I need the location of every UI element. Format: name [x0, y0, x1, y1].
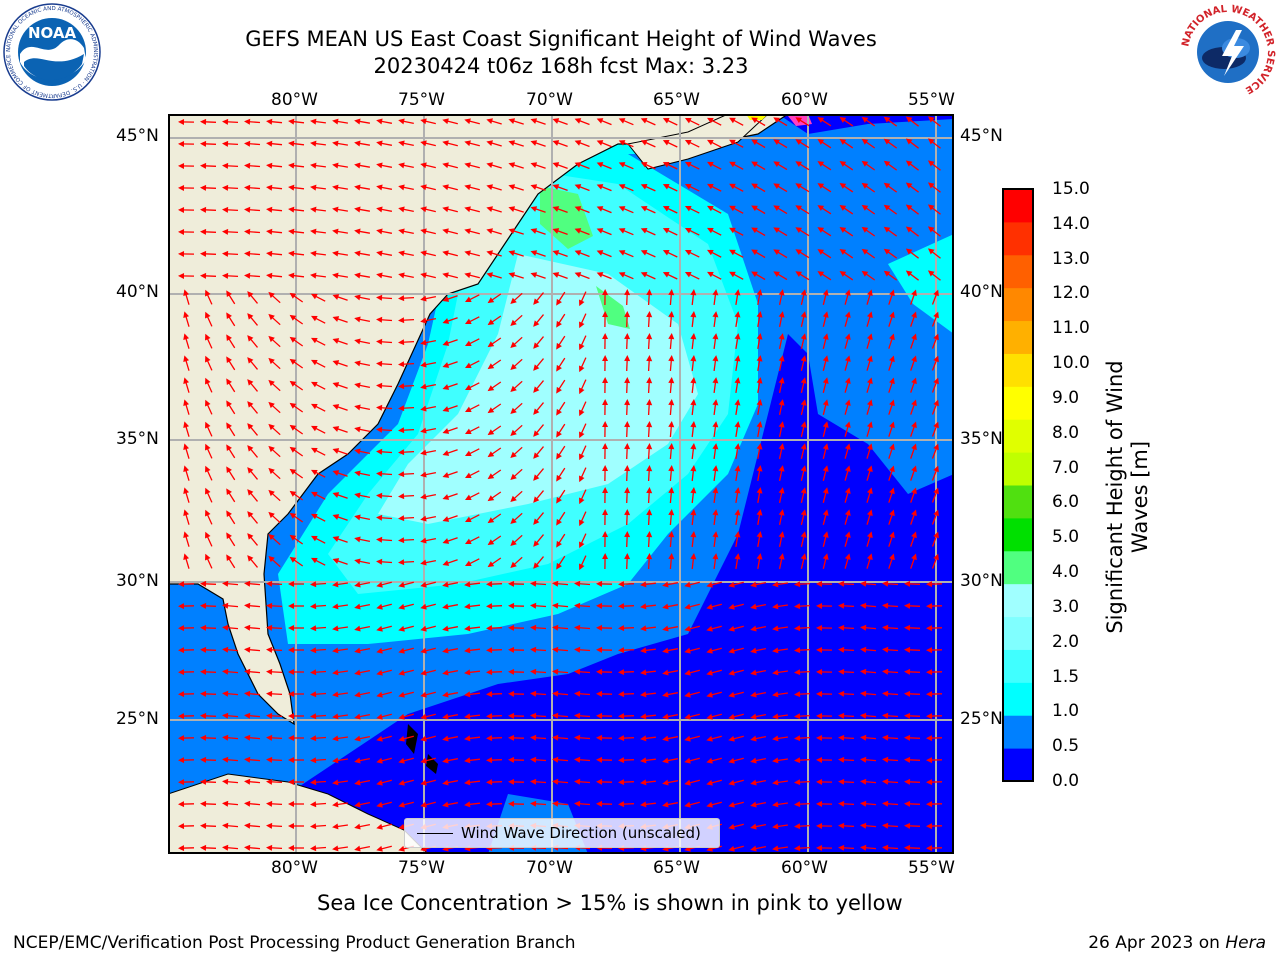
colorbar-cell — [1003, 189, 1033, 223]
lon-tick-top-80w: 80°W — [271, 90, 318, 110]
colorbar-tick-label: 5.0 — [1052, 527, 1080, 548]
colorbar-cell — [1003, 517, 1033, 552]
colorbar-cell — [1003, 748, 1033, 782]
land-bahamas — [406, 724, 438, 774]
colorbar-cell — [1003, 715, 1033, 749]
legend: Wind Wave Direction (unscaled) — [404, 818, 720, 848]
lon-tick-top-65w: 65°W — [653, 90, 700, 110]
map-border — [168, 114, 954, 854]
lon-tick-bottom-80w: 80°W — [271, 858, 318, 878]
lat-tick-left-45n: 45°N — [116, 126, 159, 146]
colorbar-tick-label: 6.0 — [1052, 492, 1080, 513]
land-cuba — [168, 773, 429, 854]
lon-tick-bottom-75w: 75°W — [398, 858, 445, 878]
colorbar-label-line1: Significant Height of Wind — [1103, 360, 1127, 634]
colorbar-cell — [1003, 485, 1033, 519]
colorbar-tick-label: 15.0 — [1052, 179, 1090, 199]
wave-band-3-0 — [540, 186, 593, 249]
colorbar-tick-label: 0.5 — [1052, 736, 1080, 757]
lat-tick-right-40n: 40°N — [960, 282, 1003, 302]
colorbar-tick-label: 14.0 — [1052, 213, 1090, 234]
colorbar-cell — [1003, 452, 1033, 486]
map-gridlines — [168, 114, 954, 854]
colorbar-tick-label: 3.0 — [1052, 596, 1080, 617]
colorbar-tick-label: 13.0 — [1052, 248, 1090, 269]
lon-tick-top-70w: 70°W — [526, 90, 573, 110]
colorbar-cell — [1003, 287, 1033, 322]
lat-tick-right-35n: 35°N — [960, 429, 1003, 449]
noaa-logo-text: NOAA — [28, 24, 77, 42]
colorbar-cell — [1003, 386, 1033, 420]
colorbar-tick-label: 0.0 — [1052, 771, 1080, 791]
footer-machine: Hera — [1225, 933, 1266, 953]
lon-tick-bottom-70w: 70°W — [526, 858, 573, 878]
lat-tick-left-30n: 30°N — [116, 571, 159, 591]
colorbar-tick-label: 2.0 — [1052, 631, 1080, 652]
wind-wave-arrows — [178, 116, 943, 852]
lat-tick-right-25n: 25°N — [960, 709, 1003, 729]
colorbar-tick-label: 10.0 — [1052, 353, 1090, 374]
colorbar-tick-label: 4.0 — [1052, 562, 1080, 583]
lon-tick-bottom-65w: 65°W — [653, 858, 700, 878]
colorbar-label: Significant Height of Wind Waves [m] — [1058, 360, 1198, 633]
land-north-america — [168, 114, 790, 726]
colorbar-cell — [1003, 221, 1033, 256]
chart-title-line2: 20230424 t06z 168h fcst Max: 3.23 — [373, 54, 749, 78]
colorbar-tick-label: 7.0 — [1052, 457, 1080, 478]
lat-tick-left-35n: 35°N — [116, 429, 159, 449]
colorbar-cell — [1003, 682, 1033, 716]
colorbar-cell — [1003, 616, 1033, 650]
colorbar-label-line2: Waves [m] — [1128, 440, 1152, 554]
lat-tick-right-45n: 45°N — [960, 126, 1003, 146]
footer-date: 26 Apr 2023 on Hera — [1088, 933, 1266, 953]
lon-tick-bottom-60w: 60°W — [781, 858, 828, 878]
colorbar-cell — [1003, 320, 1033, 354]
lat-tick-right-30n: 30°N — [960, 571, 1003, 591]
footer-date-text: 26 Apr 2023 on — [1088, 933, 1220, 953]
legend-label: Wind Wave Direction (unscaled) — [461, 824, 701, 842]
legend-line-swatch — [417, 832, 453, 834]
colorbar-tick-label: 9.0 — [1052, 387, 1080, 408]
lon-tick-bottom-55w: 55°W — [908, 858, 955, 878]
colorbar — [1002, 188, 1034, 782]
nws-logo: NATIONAL WEATHER SERVICE — [1180, 4, 1276, 100]
colorbar-tick-label: 1.5 — [1052, 666, 1080, 687]
colorbar-tick-label: 1.0 — [1052, 701, 1080, 722]
lon-tick-top-60w: 60°W — [781, 90, 828, 110]
colorbar-tick-label: 8.0 — [1052, 422, 1080, 443]
sea-ice-note: Sea Ice Concentration > 15% is shown in … — [317, 891, 903, 915]
chart-title-line1: GEFS MEAN US East Coast Significant Heig… — [245, 27, 877, 51]
land-nova-scotia — [627, 114, 769, 170]
colorbar-cell — [1003, 583, 1033, 618]
lat-tick-left-25n: 25°N — [116, 709, 159, 729]
noaa-logo: NATIONAL OCEANIC AND ATMOSPHERIC ADMINIS… — [3, 3, 101, 101]
lon-tick-top-75w: 75°W — [398, 90, 445, 110]
colorbar-cell — [1003, 550, 1033, 585]
lat-tick-left-40n: 40°N — [116, 282, 159, 302]
colorbar-cell — [1003, 254, 1033, 289]
map-frame — [168, 114, 954, 854]
footer-credit: NCEP/EMC/Verification Post Processing Pr… — [13, 933, 576, 953]
colorbar-tick-label: 11.0 — [1052, 318, 1090, 339]
colorbar-cell — [1003, 649, 1033, 683]
colorbar-cell — [1003, 419, 1033, 453]
lon-tick-top-55w: 55°W — [908, 90, 955, 110]
colorbar-cell — [1003, 353, 1033, 387]
colorbar-tick-label: 12.0 — [1052, 283, 1090, 304]
